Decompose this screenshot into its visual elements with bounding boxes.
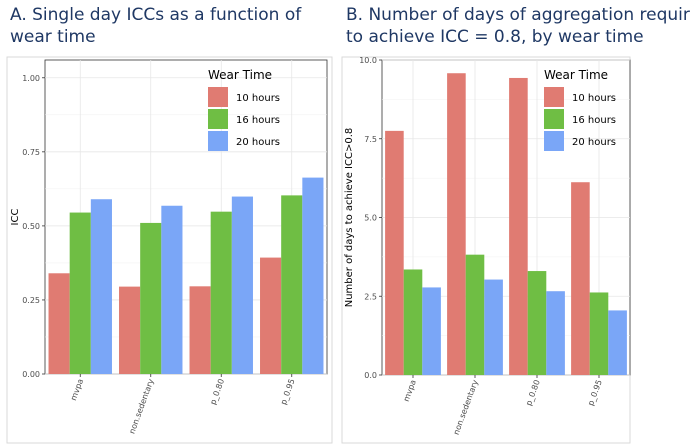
chart-b-y-tick-label: 7.5 [364,135,377,144]
chart-a-x-tick-label: p_0.80 [208,378,226,406]
chart-a-legend-label: 20 hours [236,137,280,148]
chart-a-y-tick-label: 0.00 [22,370,40,379]
chart-a-bar [281,195,303,374]
chart-b-x-tick-label: p_0.95 [586,379,604,407]
chart-a-bar [48,273,70,374]
chart-b-bar [546,291,565,375]
chart-b-bar [403,269,423,375]
chart-a-x-tick-label: non.sedentary [127,377,155,435]
chart-a-bar [140,222,162,374]
panel-a-title-line-1: A. Single day ICCs as a function of [10,5,302,25]
chart-b: 0.0 2.5 5.0 7.5 10.0 mvpa non.sedentary p_0.80 p… [341,56,631,444]
chart-b-bar [385,130,404,375]
chart-a: 0.00 0.25 0.50 0.75 1.00 mvpa non.sedentary p_0… [6,56,333,444]
chart-b-legend-swatch [544,131,564,151]
chart-b-bar [484,279,503,375]
chart-a-frame [6,56,333,444]
chart-a-bar [302,177,324,374]
chart-b-legend-swatch [544,87,564,107]
chart-a-bar [119,286,141,374]
chart-a-bar [189,286,211,374]
chart-a-bar [210,211,232,374]
chart-a-y-tick-label: 0.50 [22,222,40,231]
chart-a-legend: Wear Time 10 hours 16 hours 20 hours [208,68,280,151]
chart-a-bar [69,212,91,374]
chart-a-legend-swatch [208,131,228,151]
panel-b-title: B. Number of days of aggregation require… [346,4,690,48]
chart-b-y-tick-label: 10.0 [359,56,377,65]
chart-b-y-tick-label: 5.0 [364,214,377,223]
chart-a-bar [161,205,183,374]
chart-b-bar [465,254,485,375]
chart-b-legend: Wear Time 10 hours 16 hours 20 hours [544,68,616,151]
chart-b-bar [589,292,609,375]
chart-b-legend-title: Wear Time [544,68,608,82]
chart-b-legend-label: 16 hours [572,115,616,126]
chart-a-y-axis-label: ICC [10,209,21,226]
chart-a-legend-title: Wear Time [208,68,272,82]
chart-b-x-tick-label: non.sedentary [452,378,480,436]
chart-b-y-tick-label: 0.0 [364,371,377,380]
chart-b-y-axis-label: Number of days to achieve ICC>0.8 [344,128,355,308]
chart-a-bar [90,199,112,374]
chart-a-bar [260,257,282,374]
chart-b-x-tick-label: p_0.80 [524,379,542,407]
chart-b-legend-swatch [544,109,564,129]
chart-a-x-tick-label: mvpa [69,378,85,402]
chart-a-x-tick-label: p_0.95 [279,378,297,406]
chart-b-bar [608,310,627,375]
chart-a-y-tick-label: 0.75 [22,148,40,157]
panel-b-title-line-1: B. Number of days of aggregation require… [346,5,690,25]
chart-b-x-tick-label: mvpa [402,379,418,403]
chart-b-bar [447,73,466,375]
chart-a-legend-swatch [208,109,228,129]
chart-b-bar [509,77,528,375]
panel-a-title-line-2: wear time [10,27,96,47]
chart-b-legend-label: 10 hours [572,93,616,104]
chart-b-bar [422,287,441,375]
chart-b-legend-label: 20 hours [572,137,616,148]
panel-a-title: A. Single day ICCs as a function of wear… [10,4,340,48]
chart-b-bar [571,182,590,375]
chart-a-y-tick-label: 1.00 [22,74,40,83]
chart-a-bar [231,196,253,374]
chart-a-legend-label: 10 hours [236,93,280,104]
chart-a-legend-label: 16 hours [236,115,280,126]
panel-b-title-line-2: to achieve ICC = 0.8, by wear time [346,27,644,47]
chart-b-y-tick-label: 2.5 [364,292,377,301]
chart-a-legend-swatch [208,87,228,107]
chart-a-y-tick-label: 0.25 [22,296,40,305]
chart-b-bar [527,271,547,375]
